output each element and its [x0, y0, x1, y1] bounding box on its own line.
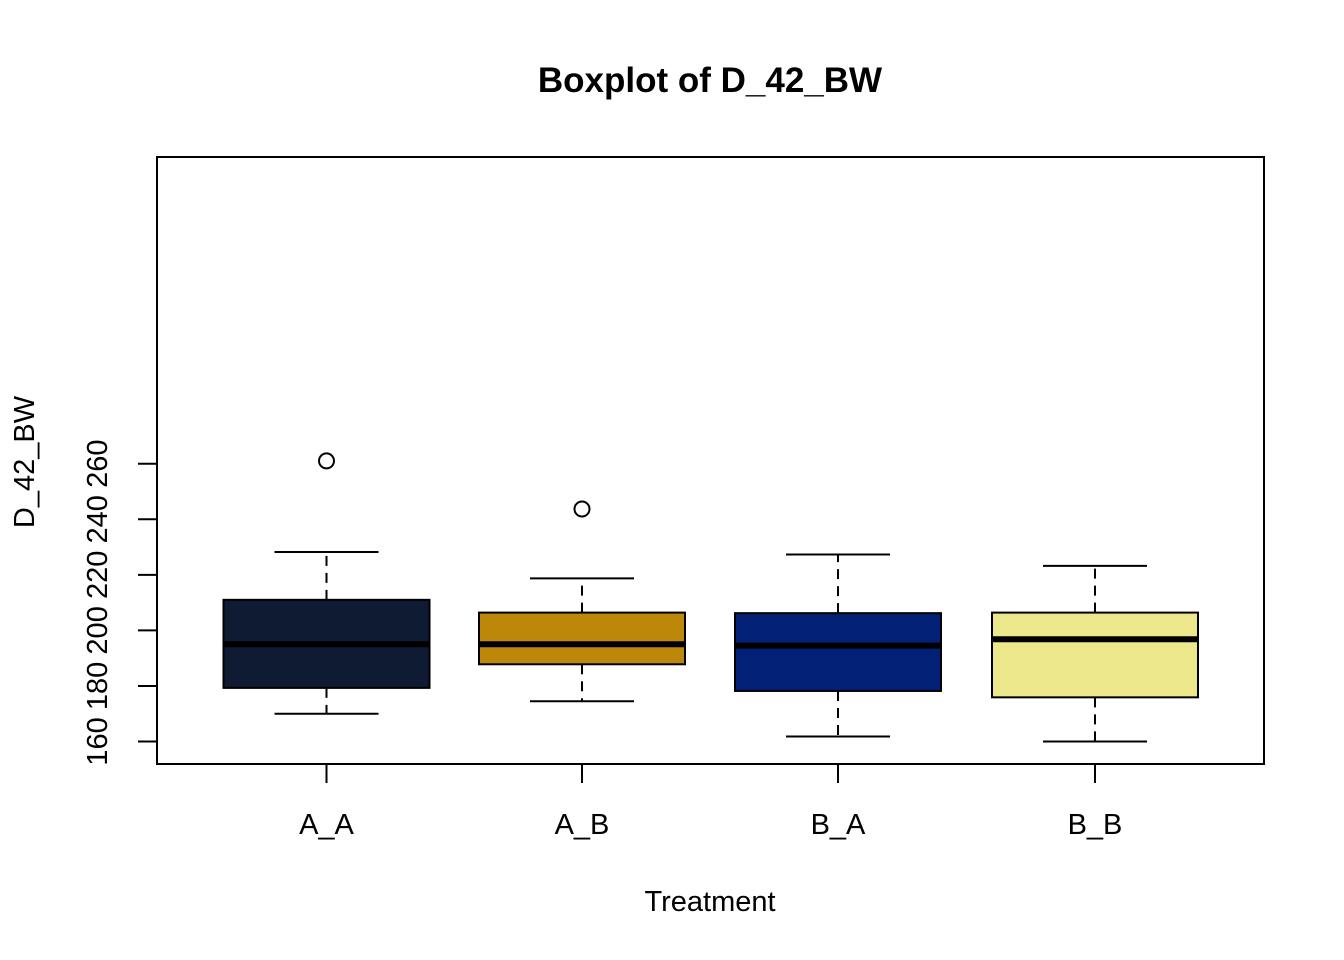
boxes	[222, 452, 1199, 743]
x-tick-label: B_A	[811, 809, 866, 841]
x-axis: A_A A_B B_A B_B	[299, 764, 1122, 841]
x-tick-label: B_B	[1068, 809, 1123, 841]
box-group-b-b	[991, 564, 1199, 743]
y-tick-label: 240	[82, 495, 114, 543]
outlier-point	[318, 452, 335, 470]
y-tick-label: 160	[82, 717, 114, 765]
box	[991, 611, 1199, 699]
box-group-b-a	[734, 553, 942, 738]
x-axis-label: Treatment	[644, 886, 775, 918]
box-group-a-a	[222, 452, 431, 715]
y-tick-label: 220	[82, 551, 114, 599]
y-axis: 160 180 200 220 240 260	[82, 440, 158, 766]
box-group-a-b	[478, 500, 686, 703]
y-axis-label: D_42_BW	[9, 395, 41, 528]
y-tick-label: 260	[82, 440, 114, 488]
chart-title: Boxplot of D_42_BW	[538, 61, 882, 100]
x-tick-label: A_B	[555, 809, 610, 841]
y-tick-label: 180	[82, 662, 114, 710]
y-tick-label: 200	[82, 606, 114, 654]
plot-frame	[156, 156, 1265, 765]
outlier-point	[573, 500, 591, 518]
box	[478, 611, 686, 666]
x-tick-label: A_A	[299, 809, 354, 841]
box	[734, 612, 942, 692]
